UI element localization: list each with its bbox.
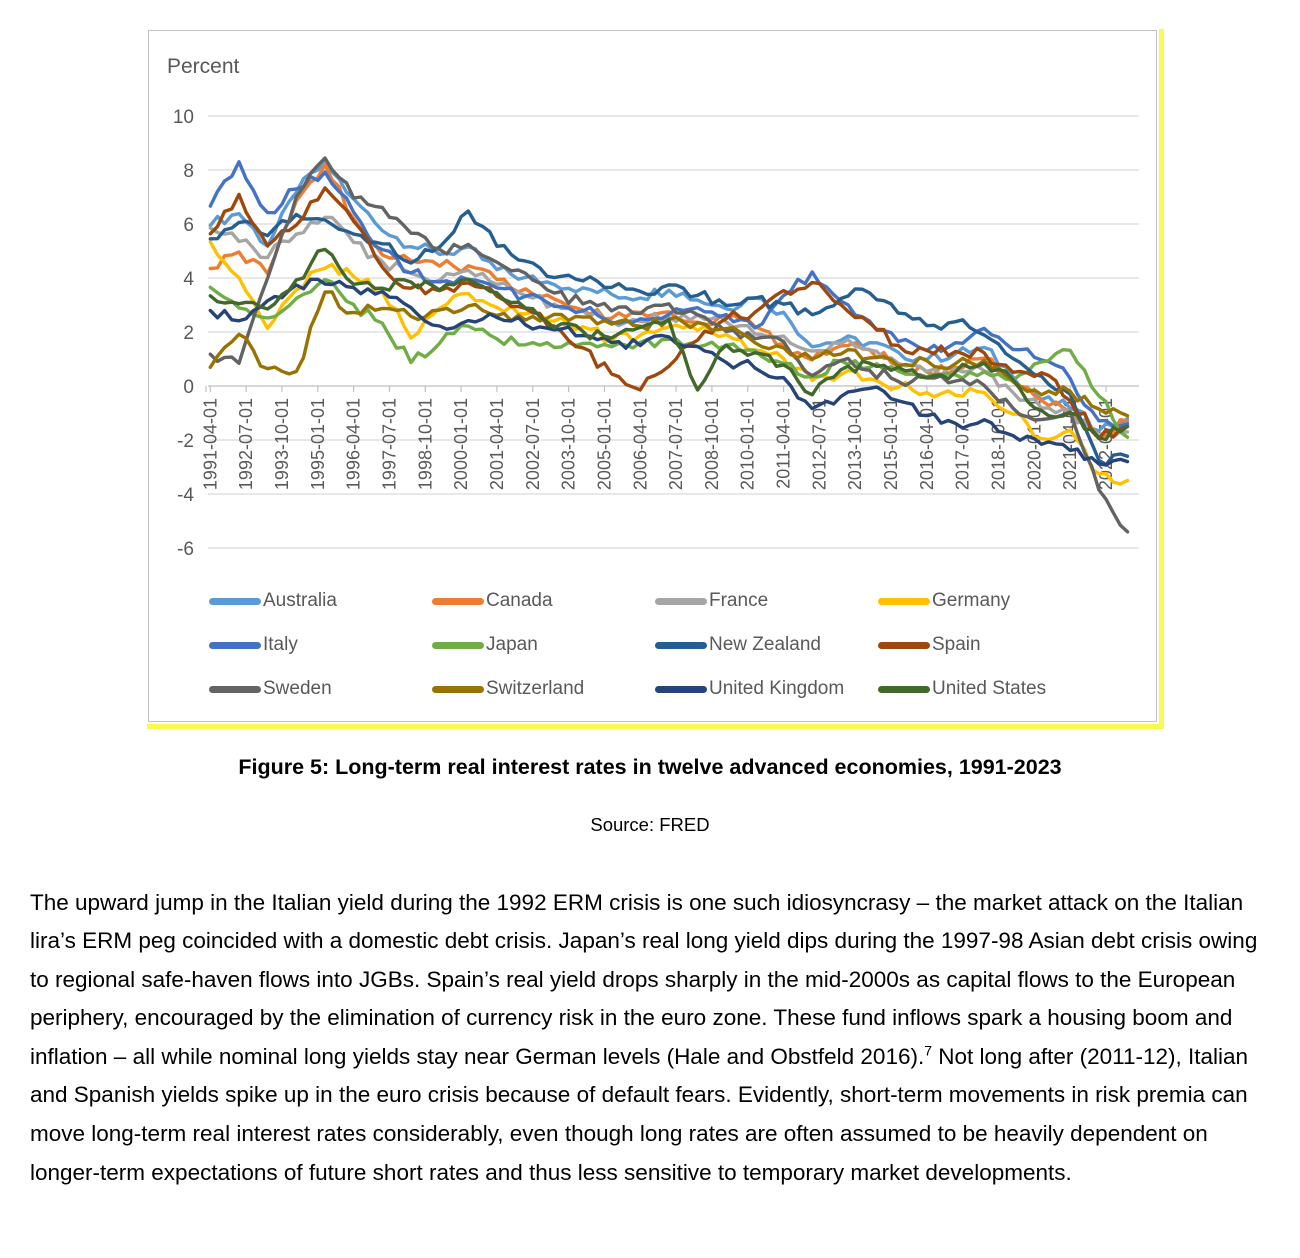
y-tick-label: -6 xyxy=(177,539,194,560)
x-tick-label: 2010-01-01 xyxy=(738,398,758,490)
legend-swatch-icon xyxy=(878,641,930,649)
series-line-spain xyxy=(208,186,1130,441)
legend-label: France xyxy=(709,590,769,611)
legend-swatch-icon xyxy=(432,685,484,693)
footnote-marker: 7 xyxy=(924,1042,933,1059)
legend-item-canada: Canada xyxy=(432,587,655,615)
legend-label: Japan xyxy=(486,634,538,655)
x-tick-label: 2007-07-01 xyxy=(666,398,686,490)
legend-swatch-icon xyxy=(209,641,261,649)
x-tick-label: 2006-04-01 xyxy=(630,398,650,490)
y-tick-label: 6 xyxy=(183,215,194,236)
legend-item-france: France xyxy=(655,587,878,615)
legend-item-japan: Japan xyxy=(432,631,655,659)
chart-legend: Australia Canada France Germany Italy Japan Ne… xyxy=(209,587,1129,703)
legend-swatch-icon xyxy=(878,597,930,605)
legend-item-sweden: Sweden xyxy=(209,675,432,703)
x-tick-label: 2003-10-01 xyxy=(559,398,579,490)
x-tick-label: 1998-10-01 xyxy=(415,398,435,490)
yellow-highlight-bottom xyxy=(147,724,1164,729)
x-tick-label: 1997-07-01 xyxy=(379,398,399,490)
body-text-part1: The upward jump in the Italian yield dur… xyxy=(30,889,1258,1069)
figure-caption: Figure 5: Long-term real interest rates … xyxy=(238,755,1062,779)
x-tick-label: 2017-07-01 xyxy=(953,398,973,490)
x-tick-label: 2011-04-01 xyxy=(774,398,794,489)
legend-item-australia: Australia xyxy=(209,587,432,615)
y-tick-label: 10 xyxy=(173,107,194,128)
x-tick-label: 2008-10-01 xyxy=(702,398,722,490)
legend-swatch-icon xyxy=(209,685,261,693)
x-tick-label: 2015-01-01 xyxy=(881,398,901,490)
y-tick-label: -2 xyxy=(177,431,194,452)
series-line-sweden xyxy=(208,156,1130,534)
yellow-highlight-right xyxy=(1159,29,1164,729)
x-tick-label: 2018-10-01 xyxy=(989,398,1009,490)
legend-item-switzerland: Switzerland xyxy=(432,675,655,703)
series-line-united-kingdom xyxy=(208,277,1130,467)
legend-label: Switzerland xyxy=(486,678,585,699)
series-line-japan xyxy=(208,277,1130,439)
line-chart: 10 8 6 4 2 0 -2 -4 -6 1991-04-01 1992-07-01 1993-10… xyxy=(173,107,1139,560)
legend-label: Spain xyxy=(932,634,981,655)
y-tick-label: 2 xyxy=(183,323,194,344)
legend-label: Australia xyxy=(263,590,337,611)
x-tick-label: 2002-07-01 xyxy=(523,398,543,490)
y-tick-label: 8 xyxy=(183,161,194,182)
y-axis-title: Percent xyxy=(167,55,240,78)
y-tick-label: -4 xyxy=(177,485,194,506)
x-tick-label: 1995-01-01 xyxy=(308,398,328,490)
legend-swatch-icon xyxy=(432,641,484,649)
legend-swatch-icon xyxy=(655,597,707,605)
body-paragraph: The upward jump in the Italian yield dur… xyxy=(30,884,1275,1193)
legend-label: United States xyxy=(932,678,1047,699)
legend-label: United Kingdom xyxy=(709,678,845,699)
legend-label: New Zealand xyxy=(709,634,821,655)
y-tick-label: 0 xyxy=(183,377,194,398)
x-tick-label: 2001-04-01 xyxy=(487,398,507,490)
series-line-italy xyxy=(208,160,1130,428)
x-tick-label: 1991-04-01 xyxy=(200,398,220,490)
legend-swatch-icon xyxy=(209,597,261,605)
legend-item-united-states: United States xyxy=(878,675,1129,703)
legend-item-germany: Germany xyxy=(878,587,1129,615)
legend-label: Germany xyxy=(932,590,1011,611)
legend-label: Canada xyxy=(486,590,553,611)
body-text-part2: Not long after (2011-12), Italian and Sp… xyxy=(30,1043,1249,1185)
x-tick-label: 1992-07-01 xyxy=(236,398,256,490)
y-tick-label: 4 xyxy=(183,269,194,290)
figure-chart-box: Percent 10 8 6 4 2 0 -2 -4 -6 1991-04-01 1992-07-0… xyxy=(147,29,1164,729)
x-tick-label: 2012-07-01 xyxy=(809,398,829,490)
legend-item-new-zealand: New Zealand xyxy=(655,631,878,659)
series-line-new-zealand xyxy=(208,209,1130,467)
legend-swatch-icon xyxy=(432,597,484,605)
figure-source: Source: FRED xyxy=(590,814,710,835)
x-tick-label: 2013-10-01 xyxy=(845,398,865,490)
legend-label: Sweden xyxy=(263,678,332,699)
x-tick-label: 1996-04-01 xyxy=(344,398,364,490)
x-tick-label: 2005-01-01 xyxy=(594,398,614,490)
legend-label: Italy xyxy=(263,634,298,655)
legend-swatch-icon xyxy=(878,685,930,693)
legend-item-united-kingdom: United Kingdom xyxy=(655,675,878,703)
x-tick-label: 2016-04-01 xyxy=(917,398,937,490)
x-tick-label: 2000-01-01 xyxy=(451,398,471,490)
legend-item-spain: Spain xyxy=(878,631,1129,659)
series-line-germany xyxy=(208,240,1130,486)
legend-swatch-icon xyxy=(655,641,707,649)
x-tick-label: 1993-10-01 xyxy=(272,398,292,490)
series-line-united-states xyxy=(208,247,1130,442)
legend-item-italy: Italy xyxy=(209,631,432,659)
legend-swatch-icon xyxy=(655,685,707,693)
